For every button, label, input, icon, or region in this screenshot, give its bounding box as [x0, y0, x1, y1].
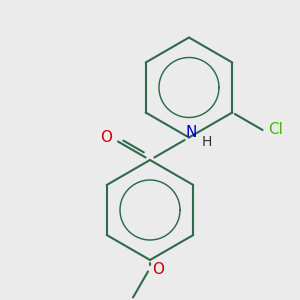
Text: Cl: Cl [268, 122, 283, 137]
Text: N: N [185, 125, 197, 140]
Text: O: O [152, 262, 164, 278]
Text: H: H [202, 136, 212, 149]
Text: O: O [100, 130, 112, 145]
